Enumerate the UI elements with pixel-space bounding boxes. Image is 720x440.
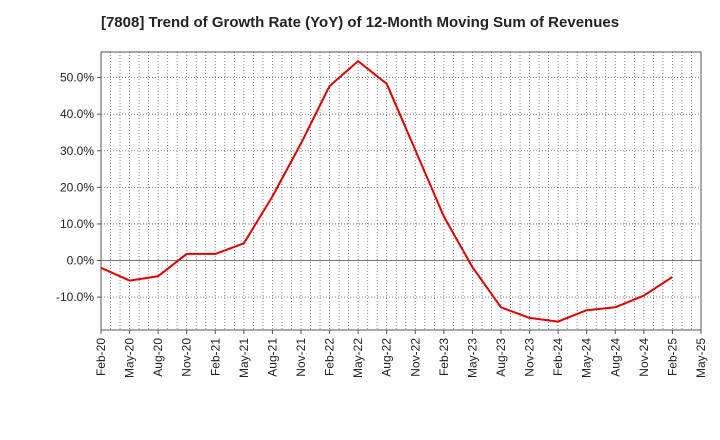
x-tick-label: Nov-23	[523, 338, 537, 377]
x-tick-label: May-21	[237, 338, 251, 378]
y-tick-label: 10.0%	[60, 217, 94, 231]
x-tick-label: Feb-25	[665, 338, 679, 376]
x-tick-label: Nov-21	[294, 338, 308, 377]
y-tick-label: 20.0%	[60, 180, 94, 194]
x-tick-label: Feb-24	[551, 338, 565, 376]
y-tick-label: 30.0%	[60, 144, 94, 158]
plot-frame	[100, 51, 702, 331]
series-line	[100, 60, 673, 323]
x-tick-label: Feb-21	[208, 338, 222, 376]
x-tick-label: May-23	[465, 338, 479, 378]
series-layer	[100, 60, 673, 323]
x-tick-label: Nov-22	[408, 338, 422, 377]
grid-layer	[101, 52, 701, 330]
x-tick-label: Feb-23	[437, 338, 451, 376]
x-tick-label: May-24	[580, 338, 594, 378]
x-tick-label: Aug-23	[494, 338, 508, 377]
y-tick-label: 0.0%	[67, 254, 95, 268]
x-tick-label: Nov-24	[637, 338, 651, 377]
chart-title: [7808] Trend of Growth Rate (YoY) of 12-…	[100, 14, 620, 31]
x-tick-label: Nov-20	[180, 338, 194, 377]
y-tick-label: 50.0%	[60, 71, 94, 85]
x-tick-label: May-25	[694, 338, 708, 378]
y-tick-label: -10.0%	[56, 290, 94, 304]
labels-layer: -10.0% 0.0% 10.0% 20.0% 30.0% 40.0% 50.0% Feb-2…	[56, 71, 708, 378]
x-tick-label: May-20	[123, 338, 137, 378]
y-tick-label: 40.0%	[60, 107, 94, 121]
x-tick-label: Aug-20	[151, 338, 165, 377]
x-tick-label: Aug-21	[265, 338, 279, 377]
x-tick-label: Aug-24	[608, 338, 622, 377]
x-tick-label: May-22	[351, 338, 365, 378]
axes-layer	[97, 51, 702, 334]
x-tick-label: Aug-22	[380, 338, 394, 377]
x-tick-label: Feb-20	[94, 338, 108, 376]
x-tick-label: Feb-22	[323, 338, 337, 376]
